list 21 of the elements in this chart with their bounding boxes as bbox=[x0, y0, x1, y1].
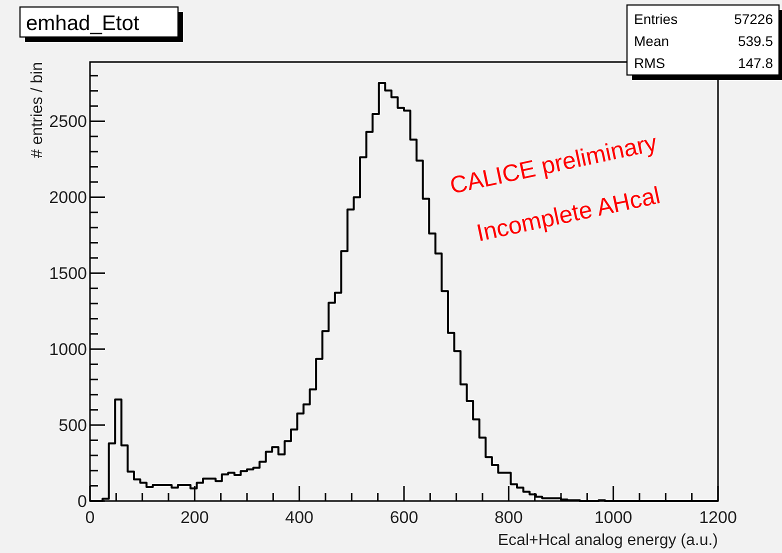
y-tick-label: 0 bbox=[78, 492, 87, 511]
y-tick-label: 1500 bbox=[49, 264, 87, 284]
y-tick-label: 500 bbox=[58, 416, 87, 436]
text: 57226 bbox=[734, 11, 774, 27]
x-tick-label: 1200 bbox=[699, 508, 737, 527]
y-tick-label: 2000 bbox=[49, 188, 87, 208]
y-tick-label: 1000 bbox=[49, 340, 87, 360]
text: 539.5 bbox=[738, 33, 774, 49]
y-axis-title: # entries / bin bbox=[29, 62, 46, 158]
y-tick-label: 2500 bbox=[49, 112, 87, 132]
text: Mean bbox=[634, 33, 670, 49]
text: Entries bbox=[634, 11, 678, 27]
x-tick-label: 800 bbox=[494, 508, 523, 527]
annotation: RMS bbox=[634, 55, 666, 71]
text: 147.8 bbox=[738, 55, 774, 71]
x-axis-title: Ecal+Hcal analog energy (a.u.) bbox=[498, 532, 718, 549]
x-tick-label: 200 bbox=[180, 508, 209, 527]
chart-title: emhad_Etot bbox=[26, 12, 140, 35]
x-tick-label: 600 bbox=[390, 508, 418, 527]
x-tick-label: 400 bbox=[285, 508, 314, 527]
x-tick-label: 1000 bbox=[594, 508, 632, 527]
